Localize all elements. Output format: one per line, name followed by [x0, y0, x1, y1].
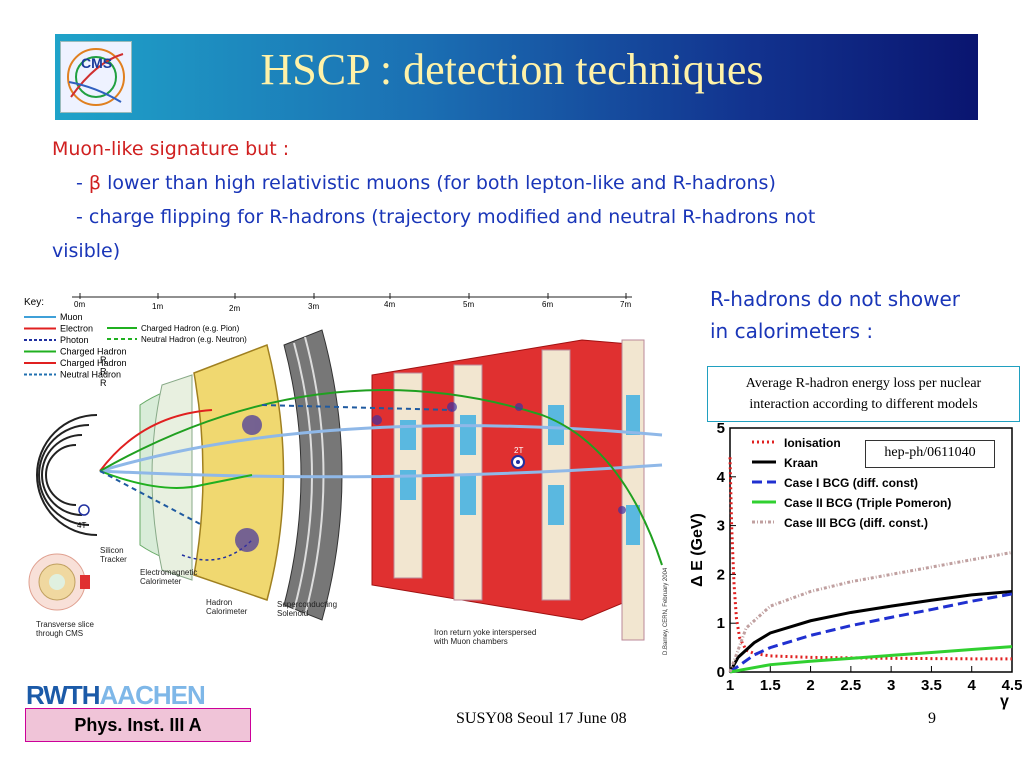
r-hadrons-line-2: in calorimeters : — [710, 319, 874, 343]
x-tick-label: 3.5 — [921, 677, 942, 694]
x-tick-label: 2 — [806, 677, 814, 694]
y-tick-label: 3 — [717, 518, 725, 535]
cms-logo: CMS — [60, 41, 132, 113]
hadron-showers — [235, 402, 626, 552]
series-line — [728, 550, 1013, 673]
rwth-logo-text: RWTH — [26, 680, 101, 710]
key-label: Electron — [60, 324, 93, 334]
chart-frame — [729, 427, 1013, 673]
x-tick-label: 3 — [887, 677, 895, 694]
y-tick-label: 5 — [717, 420, 725, 437]
y-tick-label: 1 — [717, 615, 725, 632]
x-tick-label: 4 — [968, 677, 977, 694]
series-line — [729, 645, 1013, 674]
caption-line-1: Average R-hadron energy loss per nuclear — [745, 376, 982, 391]
key-r-label: R — [100, 355, 107, 365]
legend-label: Case II BCG (Triple Pomeron) — [784, 496, 951, 510]
detector-labels: Silicon Tracker Electromagnetic Calorimeter… — [36, 546, 536, 646]
label-ecal: Electromagnetic Calorimeter — [140, 568, 197, 586]
slide-title: HSCP : detection techniques — [260, 45, 764, 94]
scale-labels: 0m 1m 2m 3m 4m 5m 6m 7m — [74, 293, 631, 313]
field-2t: 2T — [514, 446, 523, 455]
scale-label: 1m — [152, 302, 163, 311]
scale-label: 3m — [308, 302, 319, 311]
intro-text: Muon-like signature but : - β lower than… — [52, 132, 992, 268]
hadron-legend-label: Charged Hadron (e.g. Pion) — [141, 324, 240, 333]
legend-label: Case I BCG (diff. const) — [784, 476, 918, 490]
electron-track — [99, 409, 213, 472]
intro-line-2-rest: lower than high relativistic muons (for … — [101, 172, 776, 194]
y-axis-label: Δ E (GeV) — [689, 513, 706, 587]
intro-line-3: - charge flipping for R-hadrons (traject… — [76, 206, 816, 228]
scale-label: 0m — [74, 300, 85, 309]
label-slice: Transverse slice through CMS — [36, 620, 94, 638]
key-r-label: R — [100, 367, 107, 377]
scale-label: 5m — [463, 300, 474, 309]
key-label: Charged Hadron — [60, 347, 127, 357]
scale-label: 2m — [229, 304, 240, 313]
intro-line-2: - β lower than high relativistic muons (… — [52, 166, 992, 200]
reference-box: hep-ph/0611040 — [865, 440, 995, 468]
scale-label: 6m — [542, 300, 553, 309]
charged-hadron-track — [99, 470, 253, 489]
label-yoke: Iron return yoke interspersed with Muon c… — [433, 628, 536, 646]
hadron-legend: Charged Hadron (e.g. Pion) Neutral Hadron… — [107, 324, 247, 344]
electromagnetic-calorimeter — [151, 374, 193, 581]
beam-pipe — [36, 414, 98, 536]
y-tick-label: 2 — [717, 566, 725, 583]
key-r-label: R — [100, 378, 107, 388]
legend-label: Kraan — [784, 456, 818, 470]
legend-label: Case III BCG (diff. const.) — [784, 516, 928, 530]
beta-symbol: β — [88, 172, 102, 194]
y-tick-label: 4 — [717, 469, 726, 486]
neutral-hadron-track — [99, 404, 453, 526]
x-tick-label: 1 — [726, 677, 734, 694]
label-hcal: Hadron Calorimeter — [206, 598, 248, 616]
scale-label: 4m — [384, 300, 395, 309]
scale-label: 7m — [620, 300, 631, 309]
intro-line-4: visible) — [52, 240, 121, 262]
key-label: Muon — [60, 312, 83, 322]
label-solenoid: Superconducting Solenoid — [277, 600, 337, 618]
key-label: Charged Hadron — [60, 358, 127, 368]
label-tracker: Silicon Tracker — [100, 546, 127, 564]
muon-chamber-cells — [400, 395, 640, 545]
figure-credit: D.Barney, CERN, February 2004 — [663, 567, 669, 655]
x-tick-label: 1.5 — [760, 677, 781, 694]
charged-r-hadron-track — [99, 389, 663, 566]
key-label: Photon — [60, 335, 89, 345]
rwth-aachen-logo: RWTHAACHEN — [26, 680, 206, 711]
muon-track-2 — [99, 463, 663, 479]
caption-line-2: interaction according to different model… — [749, 397, 978, 412]
hadron-calorimeter — [193, 343, 285, 601]
footer-conference: SUSY08 Seoul 17 June 08 — [456, 710, 627, 727]
title-bar — [55, 34, 978, 120]
r-hadrons-line-1: R-hadrons do not shower — [710, 287, 961, 311]
hadron-legend-label: Neutral Hadron (e.g. Neutron) — [141, 335, 247, 344]
page-number: 9 — [928, 710, 936, 727]
r-hadrons-note: R-hadrons do not shower in calorimeters … — [710, 283, 1010, 347]
key-label: Neutral Hadron — [60, 370, 121, 380]
key-title: Key: — [24, 297, 44, 308]
x-axis-label: γ — [1000, 693, 1009, 710]
legend-label: Ionisation — [784, 436, 841, 450]
chart-caption: Average R-hadron energy loss per nuclear… — [707, 366, 1020, 422]
institute-label: Phys. Inst. III A — [25, 708, 251, 742]
intro-line-2-prefix: - — [76, 172, 89, 194]
series-line — [729, 592, 1013, 674]
aachen-logo-text: AACHEN — [99, 680, 206, 710]
x-tick-label: 2.5 — [840, 677, 861, 694]
cms-logo-text: CMS — [81, 55, 112, 71]
y-tick-label: 0 — [717, 664, 725, 681]
intro-line-1: Muon-like signature but : — [52, 138, 290, 160]
field-4t: 4T — [77, 521, 86, 530]
transverse-slice-thumbnail — [28, 553, 90, 611]
series-line — [728, 589, 1013, 673]
x-tick-label: 4.5 — [1002, 677, 1023, 694]
